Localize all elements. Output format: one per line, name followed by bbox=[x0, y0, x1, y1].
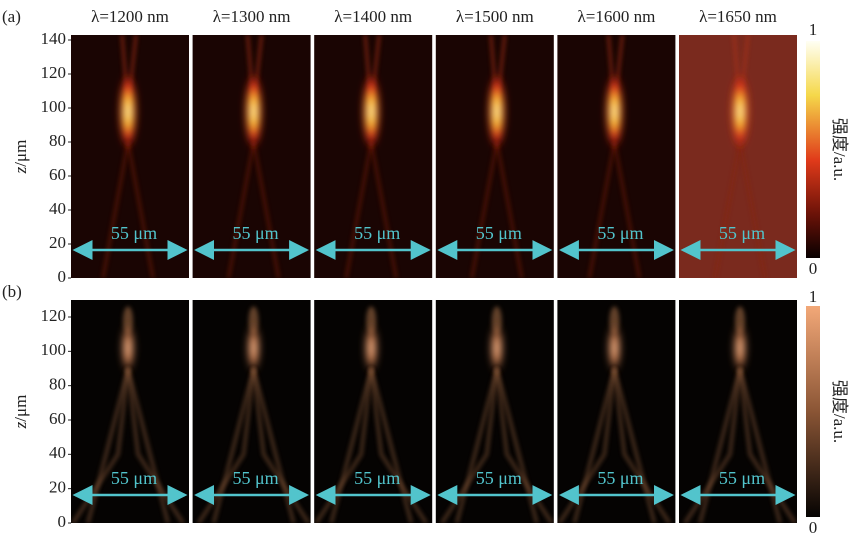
column-title: λ=1600 nm bbox=[577, 7, 655, 26]
column-title: λ=1400 nm bbox=[334, 7, 412, 26]
focus bbox=[490, 322, 504, 374]
focus bbox=[731, 73, 749, 149]
scale-label: 55 μm bbox=[233, 468, 279, 488]
y-tick-label: 140 bbox=[41, 29, 67, 48]
scale-label: 55 μm bbox=[111, 468, 157, 488]
image-panel bbox=[679, 300, 797, 523]
y-tick-label: 80 bbox=[49, 375, 66, 394]
y-axis-label: z/μm bbox=[11, 140, 30, 175]
scale-label: 55 μm bbox=[719, 468, 765, 488]
colorbar-max: 1 bbox=[809, 287, 818, 306]
focus bbox=[607, 322, 621, 374]
focus bbox=[245, 73, 263, 149]
y-tick-label: 20 bbox=[49, 478, 66, 497]
y-tick-label: 0 bbox=[58, 267, 67, 286]
scale-label: 55 μm bbox=[719, 223, 765, 243]
focus bbox=[121, 322, 135, 374]
y-tick-label: 100 bbox=[41, 340, 67, 359]
y-tick-label: 0 bbox=[58, 512, 67, 531]
y-tick-label: 60 bbox=[49, 409, 66, 428]
focus bbox=[119, 73, 137, 149]
focus bbox=[362, 73, 380, 149]
figure: (a)020406080100120140z/μmλ=1200 nm55 μmλ… bbox=[0, 0, 852, 540]
focus bbox=[364, 322, 378, 374]
y-tick-label: 100 bbox=[41, 97, 67, 116]
scale-label: 55 μm bbox=[354, 468, 400, 488]
colorbar-label: 强度/a.u. bbox=[830, 380, 849, 443]
scale-label: 55 μm bbox=[597, 223, 643, 243]
y-tick-label: 120 bbox=[41, 306, 67, 325]
scale-label: 55 μm bbox=[111, 223, 157, 243]
axis-unit: /μm bbox=[11, 140, 30, 167]
colorbar bbox=[806, 306, 820, 517]
scale-label: 55 μm bbox=[476, 223, 522, 243]
colorbar-max: 1 bbox=[809, 20, 818, 39]
image-panel bbox=[71, 300, 189, 523]
image-panel bbox=[193, 300, 311, 523]
y-tick-label: 120 bbox=[41, 63, 67, 82]
colorbar bbox=[806, 41, 820, 258]
focus bbox=[488, 73, 506, 149]
scale-label: 55 μm bbox=[597, 468, 643, 488]
y-axis-label: z/μm bbox=[11, 395, 30, 430]
scale-label: 55 μm bbox=[233, 223, 279, 243]
column-title: λ=1650 nm bbox=[699, 7, 777, 26]
column-title: λ=1500 nm bbox=[456, 7, 534, 26]
colorbar-min: 0 bbox=[809, 259, 818, 278]
focus bbox=[733, 322, 747, 374]
y-tick-label: 80 bbox=[49, 131, 66, 150]
y-tick-label: 40 bbox=[49, 443, 66, 462]
axis-unit: /μm bbox=[11, 395, 30, 422]
y-tick-label: 60 bbox=[49, 165, 66, 184]
y-tick-label: 20 bbox=[49, 233, 66, 252]
column-title: λ=1300 nm bbox=[213, 7, 291, 26]
panel-label: (b) bbox=[2, 282, 22, 301]
colorbar-min: 0 bbox=[809, 518, 818, 537]
focus bbox=[605, 73, 623, 149]
image-panel bbox=[557, 300, 675, 523]
y-tick-label: 40 bbox=[49, 199, 66, 218]
scale-label: 55 μm bbox=[354, 223, 400, 243]
image-panel bbox=[314, 300, 432, 523]
column-title: λ=1200 nm bbox=[91, 7, 169, 26]
colorbar-label: 强度/a.u. bbox=[830, 118, 849, 181]
scale-label: 55 μm bbox=[476, 468, 522, 488]
panel-label: (a) bbox=[2, 7, 21, 26]
image-panel bbox=[436, 300, 554, 523]
focus bbox=[247, 322, 261, 374]
